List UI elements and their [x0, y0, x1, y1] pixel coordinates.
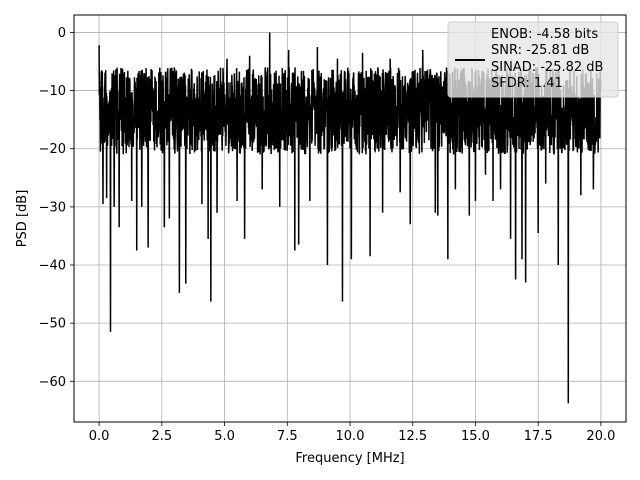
- x-tick-label: 5.0: [214, 429, 235, 444]
- legend-sfdr: SFDR: 1.41: [491, 76, 563, 91]
- legend-box: [447, 21, 619, 98]
- x-tick-label: 17.5: [524, 429, 553, 444]
- y-tick-label: 0: [58, 26, 66, 41]
- x-tick-label: 20.0: [586, 429, 615, 444]
- x-tick-label: 10.0: [336, 429, 365, 444]
- x-axis-ticks: 0.0 2.5 5.0 7.5 10.0 12.5 15.0 17.5 20.0: [89, 422, 615, 444]
- y-axis-ticks: 0 −10 −20 −30 −40 −50 −60: [39, 26, 74, 390]
- x-tick-label: 15.0: [461, 429, 490, 444]
- x-tick-label: 7.5: [277, 429, 298, 444]
- y-tick-label: −30: [39, 200, 66, 215]
- psd-series-line: [98, 32, 602, 404]
- y-tick-label: −10: [39, 84, 66, 99]
- y-tick-label: −50: [39, 317, 66, 332]
- legend: ENOB: -4.58 bits SNR: -25.81 dB SINAD: -…: [447, 21, 619, 98]
- x-axis-label: Frequency [MHz]: [295, 451, 404, 466]
- legend-enob: ENOB: -4.58 bits: [491, 27, 598, 42]
- legend-sinad: SINAD: -25.82 dB: [491, 60, 603, 75]
- y-tick-label: −60: [39, 375, 66, 390]
- y-tick-label: −20: [39, 142, 66, 157]
- y-axis-label: PSD [dB]: [15, 190, 30, 248]
- series-group: [98, 32, 602, 404]
- legend-snr: SNR: -25.81 dB: [491, 43, 589, 58]
- x-tick-label: 2.5: [151, 429, 172, 444]
- x-tick-label: 0.0: [89, 429, 110, 444]
- y-tick-label: −40: [39, 259, 66, 274]
- x-tick-label: 12.5: [398, 429, 427, 444]
